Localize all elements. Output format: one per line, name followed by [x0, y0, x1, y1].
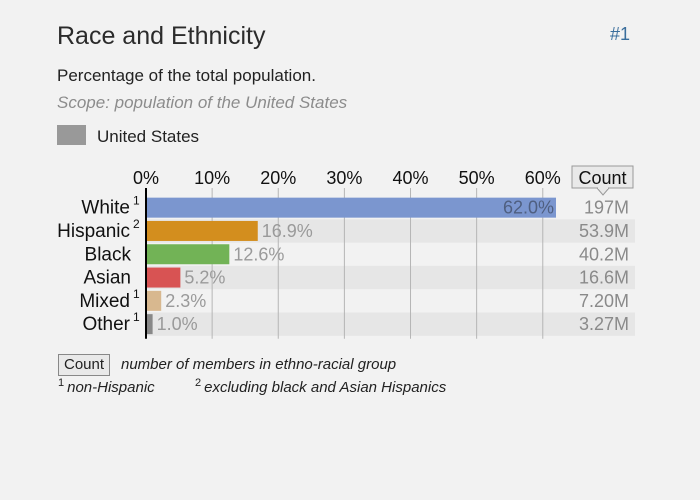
- x-tick-label: 40%: [393, 168, 429, 188]
- footnote-2-marker: 2: [195, 377, 202, 389]
- count-value: 53.9M: [579, 221, 629, 241]
- x-tick-label: 30%: [326, 168, 362, 188]
- count-value: 197M: [584, 198, 629, 218]
- row-band: [146, 265, 635, 290]
- row-band: [146, 312, 635, 336]
- count-key-badge: Count: [58, 354, 111, 376]
- category-footnote-marker: 1: [133, 194, 140, 208]
- bar-black: [146, 244, 230, 265]
- category-footnote-marker: 2: [133, 217, 140, 231]
- chart-title: Race and Ethnicity: [57, 22, 266, 50]
- x-tick-label: 0%: [133, 168, 159, 188]
- count-value: 3.27M: [579, 314, 629, 334]
- legend-swatch: [57, 125, 86, 145]
- value-label: 2.3%: [165, 291, 206, 311]
- footnote-1-text: non-Hispanic: [67, 379, 155, 396]
- count-key-note: number of members in ethno-racial group: [121, 356, 397, 373]
- footnote-1: 1 non-Hispanic: [58, 377, 155, 396]
- value-label: 62.0%: [503, 198, 554, 218]
- bar-other: [146, 314, 153, 335]
- footnote-1-marker: 1: [58, 377, 65, 389]
- x-tick-label: 10%: [194, 168, 230, 188]
- category-label: Black: [85, 244, 132, 265]
- footnote-2: 2 excluding black and Asian Hispanics: [195, 377, 446, 396]
- count-value: 40.2M: [579, 244, 629, 264]
- x-tick-label: 20%: [260, 168, 296, 188]
- count-value: 16.6M: [579, 268, 629, 288]
- bar-hispanic: [146, 220, 258, 241]
- count-value: 7.20M: [579, 291, 629, 311]
- bar-asian: [146, 267, 181, 288]
- count-header: Count: [578, 168, 626, 188]
- category-label: Mixed: [79, 291, 130, 312]
- category-footnote-marker: 1: [133, 287, 140, 301]
- chart-subtitle: Percentage of the total population.: [57, 66, 316, 85]
- legend-label: United States: [97, 127, 200, 146]
- value-label: 12.6%: [233, 244, 284, 264]
- chart-scope: Scope: population of the United States: [57, 93, 348, 112]
- row-band: [146, 219, 635, 243]
- value-label: 16.9%: [262, 221, 313, 241]
- category-label: Asian: [83, 268, 131, 289]
- count-header-pointer-cover: [598, 186, 608, 189]
- count-header-pointer: [596, 187, 610, 196]
- value-label: 1.0%: [157, 314, 198, 334]
- x-tick-label: 60%: [525, 168, 561, 188]
- footnote-2-text: excluding black and Asian Hispanics: [204, 379, 447, 396]
- category-label: Other: [82, 314, 130, 335]
- rank-link[interactable]: #1: [610, 24, 631, 44]
- category-label: White: [81, 198, 130, 219]
- bar-mixed: [146, 290, 162, 311]
- value-label: 5.2%: [184, 268, 225, 288]
- x-tick-label: 50%: [459, 168, 495, 188]
- bar-white: [146, 197, 556, 218]
- category-footnote-marker: 1: [133, 310, 140, 324]
- category-label: Hispanic: [57, 221, 130, 242]
